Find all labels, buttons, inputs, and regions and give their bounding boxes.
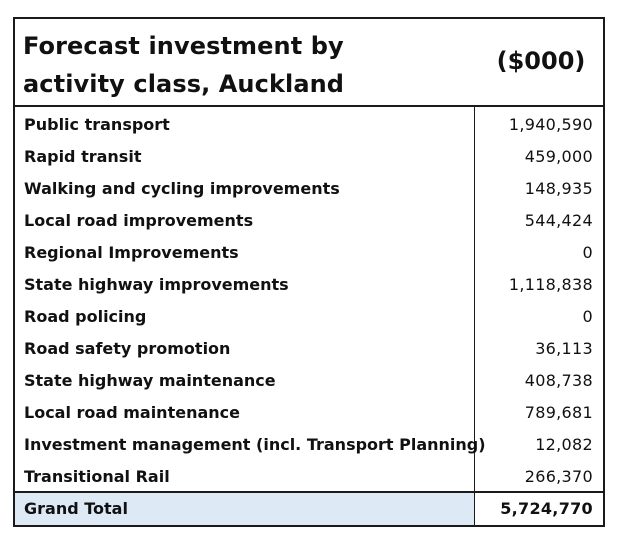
row-label: Transitional Rail xyxy=(24,467,170,486)
row-value: 1,940,590 xyxy=(508,115,593,134)
table-row: Public transport 1,940,590 xyxy=(15,109,603,141)
table-row: Local road improvements 544,424 xyxy=(15,205,603,237)
column-divider xyxy=(474,105,475,491)
row-value: 1,118,838 xyxy=(508,275,593,294)
table-row: Walking and cycling improvements 148,935 xyxy=(15,173,603,205)
row-value: 0 xyxy=(582,307,593,326)
row-value: 36,113 xyxy=(535,339,593,358)
table-row: Road safety promotion 36,113 xyxy=(15,333,603,365)
grand-total-row: Grand Total 5,724,770 xyxy=(15,491,603,525)
table-row: Rapid transit 459,000 xyxy=(15,141,603,173)
row-label: Local road maintenance xyxy=(24,403,240,422)
row-value: 789,681 xyxy=(524,403,593,422)
table-row: State highway maintenance 408,738 xyxy=(15,365,603,397)
row-label: Rapid transit xyxy=(24,147,142,166)
row-label: Regional Improvements xyxy=(24,243,239,262)
row-label: Road safety promotion xyxy=(24,339,231,358)
row-label: Investment management (incl. Transport P… xyxy=(24,435,486,454)
row-label: Road policing xyxy=(24,307,147,326)
row-label: Walking and cycling improvements xyxy=(24,179,340,198)
table-title: Forecast investment by activity class, A… xyxy=(23,32,345,98)
table-row: Investment management (incl. Transport P… xyxy=(15,429,603,461)
grand-total-value: 5,724,770 xyxy=(500,499,593,518)
row-value: 459,000 xyxy=(524,147,593,166)
grand-total-label: Grand Total xyxy=(24,499,128,518)
table-row: State highway improvements 1,118,838 xyxy=(15,269,603,301)
row-value: 408,738 xyxy=(524,371,593,390)
row-value: 12,082 xyxy=(535,435,593,454)
table-header: Forecast investment by activity class, A… xyxy=(15,19,603,107)
row-value: 544,424 xyxy=(524,211,593,230)
row-label: Local road improvements xyxy=(24,211,254,230)
table-body: Public transport 1,940,590 Rapid transit… xyxy=(15,105,603,490)
grand-total-cell: 5,724,770 xyxy=(474,493,603,525)
row-value: 266,370 xyxy=(524,467,593,486)
table-row: Regional Improvements 0 xyxy=(15,237,603,269)
table-row: Transitional Rail 266,370 xyxy=(15,461,603,493)
unit-header: ($000) xyxy=(496,47,586,75)
row-value: 148,935 xyxy=(524,179,593,198)
row-value: 0 xyxy=(582,243,593,262)
table-row: Road policing 0 xyxy=(15,301,603,333)
table-row: Local road maintenance 789,681 xyxy=(15,397,603,429)
row-label: State highway maintenance xyxy=(24,371,276,390)
row-label: Public transport xyxy=(24,115,170,134)
investment-table: Forecast investment by activity class, A… xyxy=(13,17,605,527)
row-label: State highway improvements xyxy=(24,275,289,294)
